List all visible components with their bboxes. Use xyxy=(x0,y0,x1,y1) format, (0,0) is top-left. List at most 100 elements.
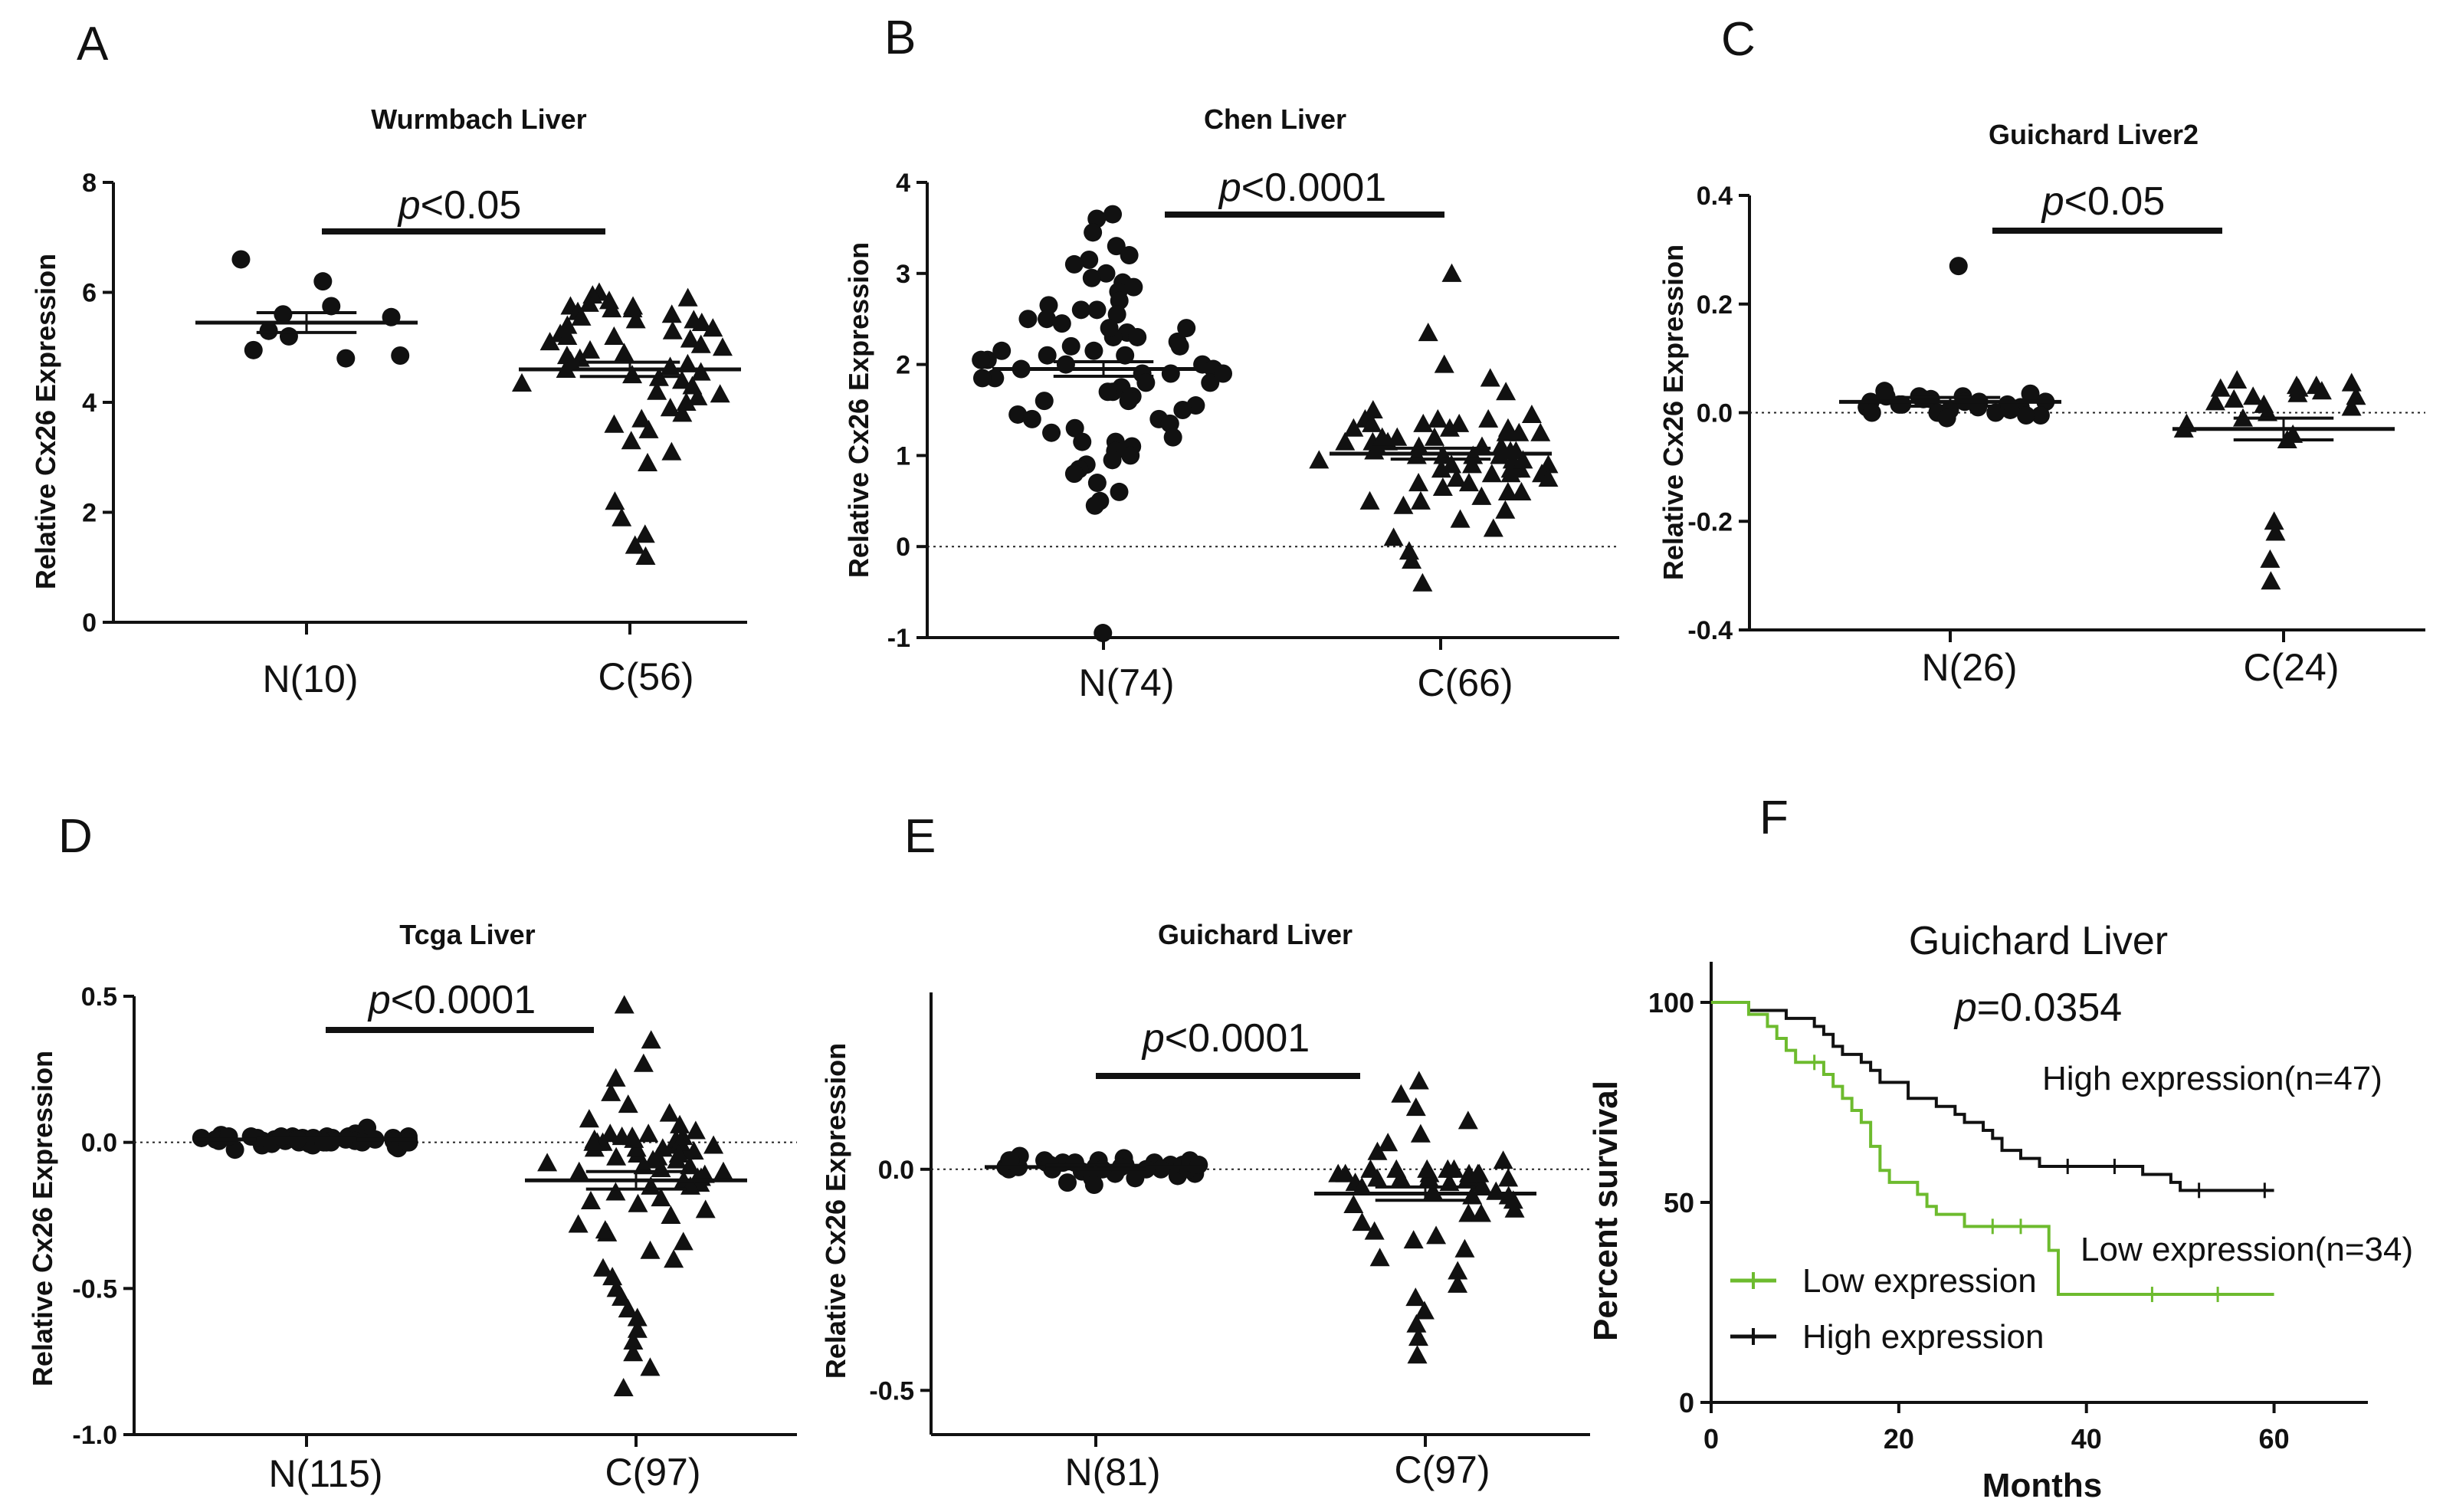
data-point xyxy=(672,403,693,422)
data-point xyxy=(1431,459,1451,478)
group-label-n: N(74) xyxy=(1078,661,1174,704)
data-point xyxy=(1418,323,1438,342)
data-point xyxy=(1449,413,1470,432)
data-point xyxy=(271,1127,290,1146)
data-point xyxy=(571,307,592,326)
y-tick-label: 0.5 xyxy=(81,982,117,1012)
group-label-n: N(115) xyxy=(268,1452,382,1495)
data-point xyxy=(1084,1175,1103,1194)
data-point xyxy=(512,372,533,392)
data-point xyxy=(1478,408,1499,428)
data-point xyxy=(1496,422,1517,441)
data-point xyxy=(279,326,298,346)
data-point xyxy=(695,1199,716,1218)
p-value-text: =0.0354 xyxy=(1977,986,2122,1030)
p-value-symbol: p xyxy=(2041,179,2064,224)
data-point xyxy=(1064,464,1084,484)
data-point xyxy=(2265,522,2286,541)
y-tick-label: 3 xyxy=(896,260,910,289)
data-point xyxy=(1052,314,1071,333)
panel-letter-f: F xyxy=(1759,792,1789,845)
y-tick-label: 0.2 xyxy=(1697,290,1733,320)
group-label-c: C(97) xyxy=(605,1451,700,1494)
data-point xyxy=(1480,368,1500,387)
data-point xyxy=(638,419,659,438)
data-point xyxy=(703,318,723,337)
data-point xyxy=(537,1153,558,1172)
data-point xyxy=(1424,427,1444,446)
data-point xyxy=(2031,406,2050,425)
legend-label-high: High expression xyxy=(1802,1318,2044,1356)
data-point xyxy=(1504,1199,1525,1218)
data-point xyxy=(1364,1221,1385,1240)
data-point xyxy=(631,408,652,428)
data-point xyxy=(1481,464,1502,483)
data-point xyxy=(1328,1163,1349,1182)
data-point xyxy=(2287,383,2308,402)
data-point xyxy=(583,1132,604,1151)
data-point xyxy=(1412,572,1433,592)
data-point xyxy=(2021,384,2040,403)
data-point xyxy=(1496,382,1517,401)
data-point xyxy=(1309,450,1330,469)
annotation-low: Low expression(n=34) xyxy=(2081,1231,2413,1268)
data-point xyxy=(1383,527,1404,546)
data-point xyxy=(1116,346,1135,365)
y-tick-label: 2 xyxy=(82,499,97,528)
group-label-n: N(10) xyxy=(262,658,358,700)
data-point xyxy=(1438,1159,1458,1178)
data-point xyxy=(1018,310,1038,329)
data-point xyxy=(1986,403,2005,422)
data-point xyxy=(2341,397,2362,416)
data-point xyxy=(687,386,708,405)
data-point xyxy=(661,304,682,323)
data-point xyxy=(612,1127,632,1146)
data-point xyxy=(1087,474,1107,493)
data-point xyxy=(1177,319,1196,338)
data-point xyxy=(1042,423,1061,442)
p-value-text: <0.05 xyxy=(421,183,522,228)
data-point xyxy=(1862,403,1881,422)
data-point xyxy=(1008,405,1028,424)
y-tick-label: 0 xyxy=(896,533,910,562)
data-point xyxy=(259,321,278,340)
data-point xyxy=(1391,1084,1412,1103)
data-point xyxy=(2224,389,2245,408)
data-point xyxy=(2210,378,2231,397)
data-point xyxy=(352,1133,372,1152)
y-tick-label: 0 xyxy=(1679,1387,1694,1419)
y-tick-label: 0.0 xyxy=(878,1156,914,1185)
data-point xyxy=(1493,1150,1513,1169)
data-point xyxy=(1087,300,1107,320)
data-point xyxy=(322,297,341,316)
data-point xyxy=(2017,406,2036,425)
data-point xyxy=(557,326,578,345)
p-value-symbol: p xyxy=(397,183,421,228)
data-point xyxy=(1530,422,1551,441)
data-point xyxy=(1173,401,1192,419)
data-point xyxy=(1393,495,1414,514)
p-value-label: p<0.0001 xyxy=(1218,166,1386,210)
data-point xyxy=(606,1146,627,1166)
data-point xyxy=(1458,1110,1478,1130)
plot-area: -0.5 0.0 xyxy=(869,992,1590,1447)
data-point xyxy=(1405,1097,1426,1117)
data-point xyxy=(1001,1151,1020,1170)
data-point xyxy=(1448,1261,1468,1280)
data-point xyxy=(651,1188,671,1207)
data-point xyxy=(313,272,333,291)
data-point xyxy=(664,1249,684,1268)
data-point xyxy=(622,299,643,318)
data-point xyxy=(623,1330,644,1350)
data-point xyxy=(680,1156,700,1175)
data-point xyxy=(1352,1176,1372,1195)
data-point xyxy=(1100,319,1119,338)
data-point xyxy=(1503,1190,1523,1209)
data-point xyxy=(1343,418,1364,437)
data-point xyxy=(972,350,991,369)
plot-area: 0 50 100 0 20 40 60 xyxy=(1648,962,2368,1455)
panel-letter-e: E xyxy=(904,810,936,863)
data-point xyxy=(659,1103,680,1122)
group-label-c: C(24) xyxy=(2243,646,2339,689)
data-point xyxy=(579,293,599,312)
